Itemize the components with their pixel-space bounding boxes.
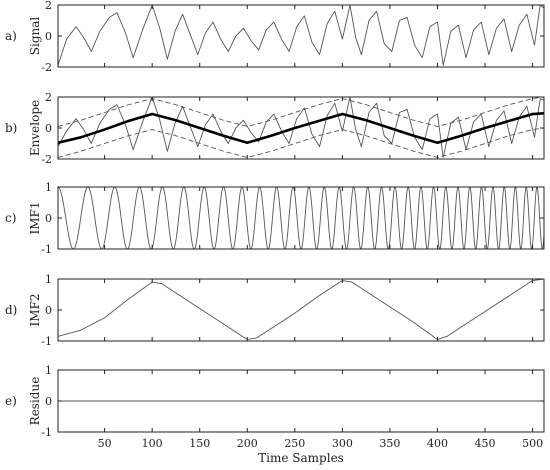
panel-4-ylabel: IMF2 [28,294,42,327]
panel-5-ylabel: Residue [28,377,42,426]
panel-4-series-1 [58,278,544,340]
x-tick-label: 500 [522,437,543,450]
x-tick-label: 350 [379,437,400,450]
y-tick-label: 1 [45,364,52,377]
panel-1-letter: a) [5,29,17,43]
y-tick-label: 1 [45,181,52,194]
panel-2-frame [57,96,545,160]
x-tick-label: 100 [142,437,163,450]
x-tick-label: 300 [332,437,353,450]
panel-2-series-1 [58,96,544,158]
y-tick-label: 0 [45,212,52,225]
y-tick-label: 0 [45,122,52,135]
panel-1-ylabel: Signal [28,17,42,56]
y-tick-label: 1 [45,273,52,286]
x-tick-label: 250 [284,437,305,450]
y-tick-label: 0 [45,30,52,43]
panel-1-series-1 [58,4,544,66]
y-tick-label: 2 [45,0,52,12]
panel-2-series-2 [58,111,544,145]
panel-3-series-1 [58,186,544,250]
y-tick-label: -1 [41,426,52,439]
y-tick-label: -2 [41,153,52,166]
panel-3-letter: c) [5,211,16,225]
panel-5-letter: e) [5,394,17,408]
x-tick-label: 150 [189,437,210,450]
y-tick-label: 2 [45,91,52,104]
panel-4-frame [57,278,545,342]
y-tick-label: -1 [41,243,52,256]
y-tick-label: -1 [41,335,52,348]
panel-2-letter: b) [5,121,17,135]
y-tick-label: -2 [41,61,52,74]
panel-4-letter: d) [5,303,17,317]
x-tick-label: 200 [237,437,258,450]
y-tick-label: 0 [45,304,52,317]
x-tick-label: 450 [475,437,496,450]
panel-3-ylabel: IMF1 [28,202,42,235]
x-axis-label: Time Samples [258,451,344,465]
panel-2-series-3 [58,96,544,127]
x-tick-label: 400 [427,437,448,450]
panel-1-frame [57,4,545,68]
panel-2-ylabel: Envelope [28,100,42,156]
x-tick-label: 50 [98,437,112,450]
y-tick-label: 0 [45,395,52,408]
panel-2-series-4 [58,127,544,158]
